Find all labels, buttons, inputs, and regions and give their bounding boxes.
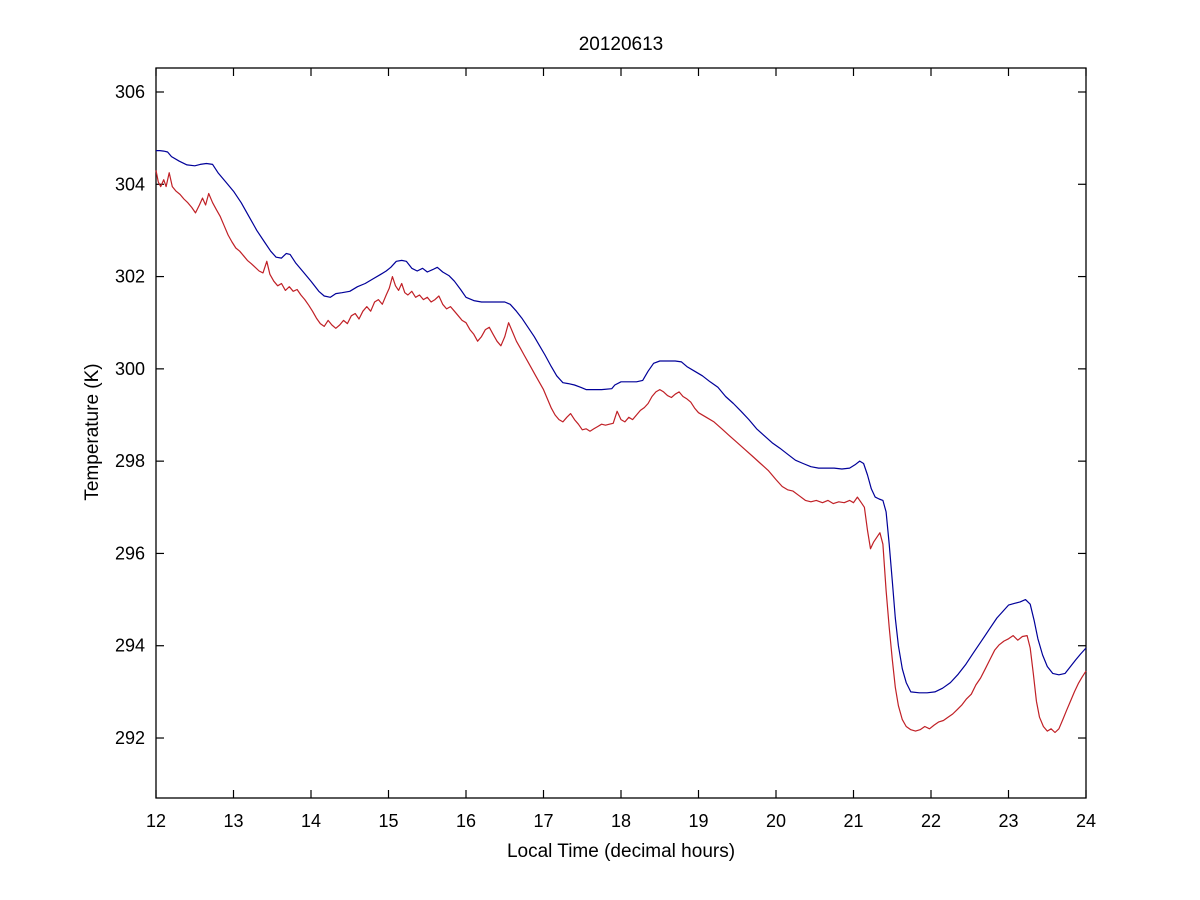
y-tick-label: 306 [115,82,145,102]
x-tick-label: 14 [301,811,321,831]
lower-temperature-red-line [155,170,1087,734]
x-axis-label: Local Time (decimal hours) [507,841,735,862]
upper-temperature-blue-line [156,150,1087,694]
y-tick-label: 296 [115,543,145,563]
y-tick-label: 302 [115,267,145,287]
y-tick-label: 294 [115,636,145,656]
x-tick-label: 13 [223,811,243,831]
plot-area: 12 13 14 15 16 17 18 19 20 21 22 23 24 292 294 296 298 30… [115,67,1096,831]
x-tick-label: 20 [766,811,786,831]
x-tick-label: 22 [921,811,941,831]
x-tick-label: 12 [146,811,166,831]
x-tick-label: 16 [456,811,476,831]
x-tick-label: 17 [533,811,553,831]
y-axis-label: Temperature (K) [82,363,103,500]
x-tick-label: 15 [378,811,398,831]
chart-title: 20120613 [579,34,664,55]
x-tick-label: 24 [1076,811,1096,831]
x-tick-label: 19 [688,811,708,831]
y-tick-label: 298 [115,451,145,471]
y-tick-label: 300 [115,359,145,379]
y-tick-label: 292 [115,728,145,748]
x-tick-label: 21 [843,811,863,831]
y-tick-label: 304 [115,174,145,194]
x-tick-label: 18 [611,811,631,831]
axes-box [155,67,1087,799]
x-tick-label: 23 [998,811,1018,831]
